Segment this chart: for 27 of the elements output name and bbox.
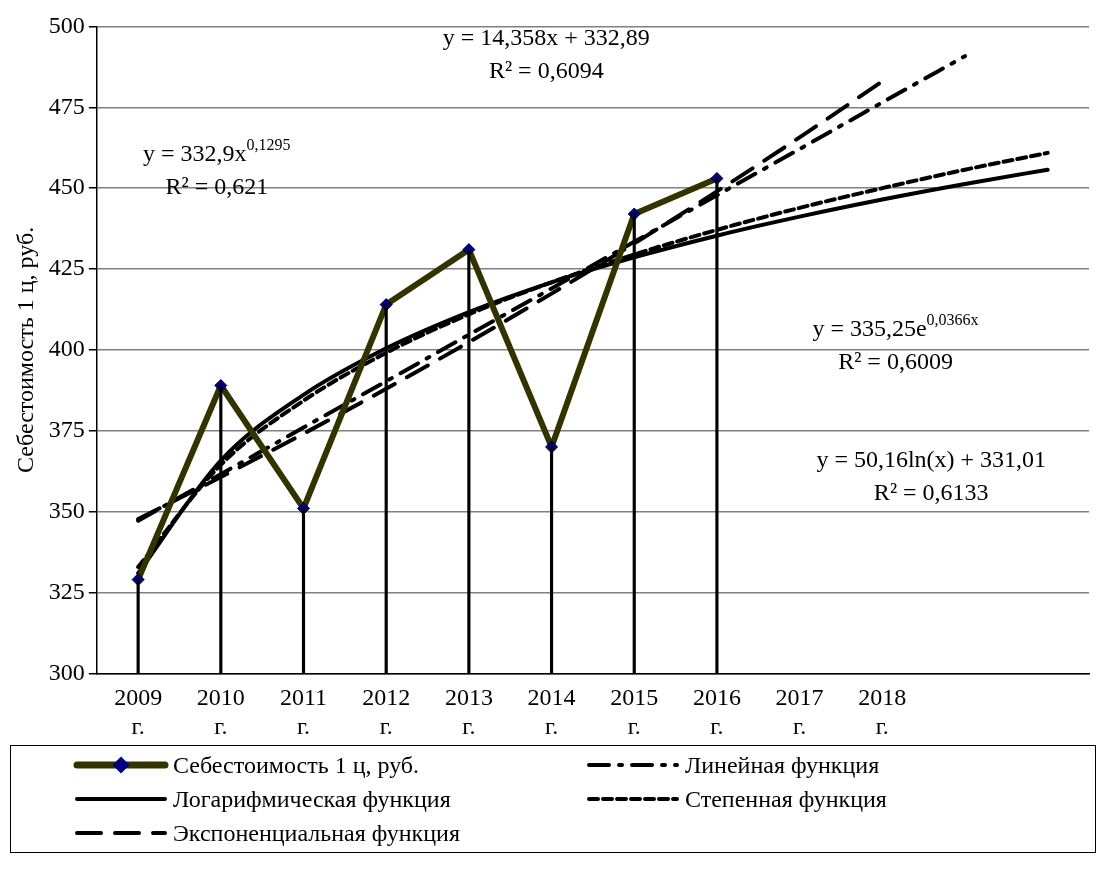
x-tick-label: 2010 г. xyxy=(196,684,245,739)
y-tick-label: 475 xyxy=(48,92,85,119)
y-tick-label: 375 xyxy=(48,416,85,443)
x-tick-label: 2015 г. xyxy=(610,684,659,739)
x-tick-label: 2009 г. xyxy=(114,684,163,739)
y-axis-title: Себестоимость 1 ц, руб. xyxy=(11,226,38,473)
y-tick-label: 300 xyxy=(48,658,85,685)
x-tick-label: 2018 г. xyxy=(858,684,907,739)
x-tick-label: 2011 г. xyxy=(279,684,328,739)
x-tick-label: 2013 г. xyxy=(444,684,493,739)
annotation: y = 14,358x + 332,89 R² = 0,6094 xyxy=(442,24,650,84)
y-tick-label: 400 xyxy=(48,335,85,362)
x-tick-label: 2014 г. xyxy=(527,684,576,739)
annotation: y = 50,16ln(x) + 331,01 R² = 0,6133 xyxy=(816,445,1047,505)
legend-label: Степенная функция xyxy=(685,785,887,813)
y-tick-label: 350 xyxy=(48,496,85,523)
y-tick-label: 450 xyxy=(48,173,85,200)
x-tick-label: 2017 г. xyxy=(775,684,824,739)
legend-label: Логарифмическая функция xyxy=(173,785,451,813)
x-tick-label: 2016 г. xyxy=(692,684,741,739)
x-tick-label: 2012 г. xyxy=(362,684,411,739)
legend-label: Себестоимость 1 ц, руб. xyxy=(173,751,420,779)
y-tick-label: 500 xyxy=(48,11,85,38)
y-tick-label: 425 xyxy=(48,254,85,281)
legend-label: Экспоненциальная функция xyxy=(173,819,460,847)
y-tick-label: 325 xyxy=(48,577,85,604)
legend-label: Линейная функция xyxy=(685,751,880,779)
